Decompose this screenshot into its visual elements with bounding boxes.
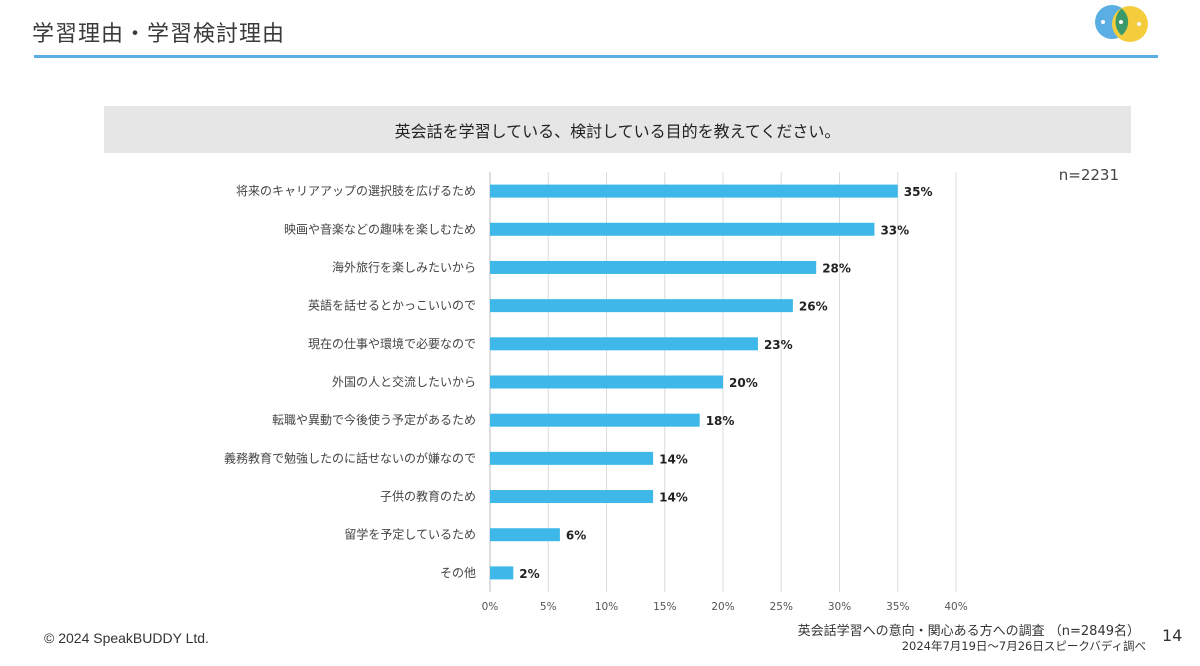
chart-tick-label: 35% [886,601,909,613]
chart-category-label: その他 [440,566,476,580]
survey-source: 英会話学習への意向・関心ある方への調査 （n=2849名） [797,624,1140,639]
chart-tick-label: 30% [828,601,851,613]
chart-bar [490,566,514,580]
chart-value-label: 35% [904,185,933,199]
chart-tick-label: 10% [595,601,618,613]
chart-tick-label: 15% [653,601,676,613]
chart-value-label: 2% [519,567,539,581]
chart-tick-label: 25% [770,601,793,613]
chart-category-label: 留学を予定しているため [344,527,476,542]
chart-bar [490,260,817,274]
title-divider [34,55,1158,58]
chart-value-label: 20% [729,376,758,390]
chart-category-label: 海外旅行を楽しみたいから [332,259,476,274]
chart-bar [490,337,758,351]
chart-bar [490,413,700,427]
chart-bar [490,222,875,236]
sample-size-label: n=2231 [1058,166,1119,184]
question-banner: 英会話を学習している、検討している目的を教えてください。 [104,106,1131,153]
chart-value-label: 18% [706,414,735,428]
speech-bubbles-icon [1095,5,1148,42]
chart-tick-label: 5% [540,601,557,613]
chart-bar [490,490,654,504]
chart-value-label: 14% [659,491,688,505]
chart-value-label: 28% [822,261,851,275]
chart-bar [490,184,898,198]
chart-bar [490,451,654,465]
chart-tick-label: 20% [711,601,734,613]
chart-category-label: 義務教育で勉強したのに話せないのが嫌なので [224,450,476,465]
chart-bar [490,528,560,542]
chart-category-label: 将来のキャリアアップの選択肢を広げるため [236,183,476,198]
chart-tick-label: 0% [482,601,499,613]
chart-tick-label: 40% [944,601,967,613]
copyright-text: © 2024 SpeakBUDDY Ltd. [44,630,209,646]
chart-value-label: 23% [764,338,793,352]
chart-value-label: 6% [566,529,586,543]
chart-category-label: 英語を話せるとかっこいいので [308,298,476,313]
chart-category-label: 子供の教育のため [380,489,476,504]
chart-bar [490,375,723,389]
chart-category-label: 転職や異動で今後使う予定があるため [272,412,476,427]
chart-bar [490,299,793,313]
chart-category-label: 現在の仕事や環境で必要なので [308,336,476,351]
chart-category-label: 映画や音楽などの趣味を楽しむため [284,221,476,236]
chart-value-label: 33% [880,223,909,237]
slide-title: 学習理由・学習検討理由 [32,22,286,47]
survey-date: 2024年7月19日〜7月26日スピークバディ調べ [901,639,1146,653]
chart-value-label: 14% [659,452,688,466]
chart-value-label: 26% [799,300,828,314]
chart-category-label: 外国の人と交流したいから [332,374,476,389]
page-number: 14 [1162,626,1183,645]
